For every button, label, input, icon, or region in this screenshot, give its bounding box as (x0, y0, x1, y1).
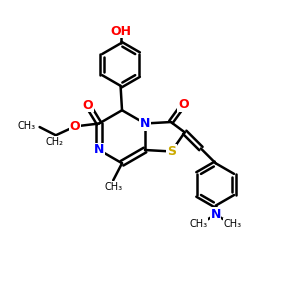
Text: N: N (140, 117, 150, 130)
Text: N: N (211, 208, 221, 221)
Text: CH₂: CH₂ (45, 137, 63, 147)
Text: CH₃: CH₃ (104, 182, 122, 192)
Text: O: O (70, 120, 80, 133)
Text: OH: OH (110, 25, 131, 38)
Text: CH₃: CH₃ (17, 121, 35, 130)
Text: S: S (167, 145, 176, 158)
Text: O: O (82, 99, 93, 112)
Text: CH₃: CH₃ (224, 219, 242, 229)
Text: O: O (178, 98, 189, 111)
Text: N: N (94, 143, 104, 157)
Text: CH₃: CH₃ (190, 219, 208, 229)
